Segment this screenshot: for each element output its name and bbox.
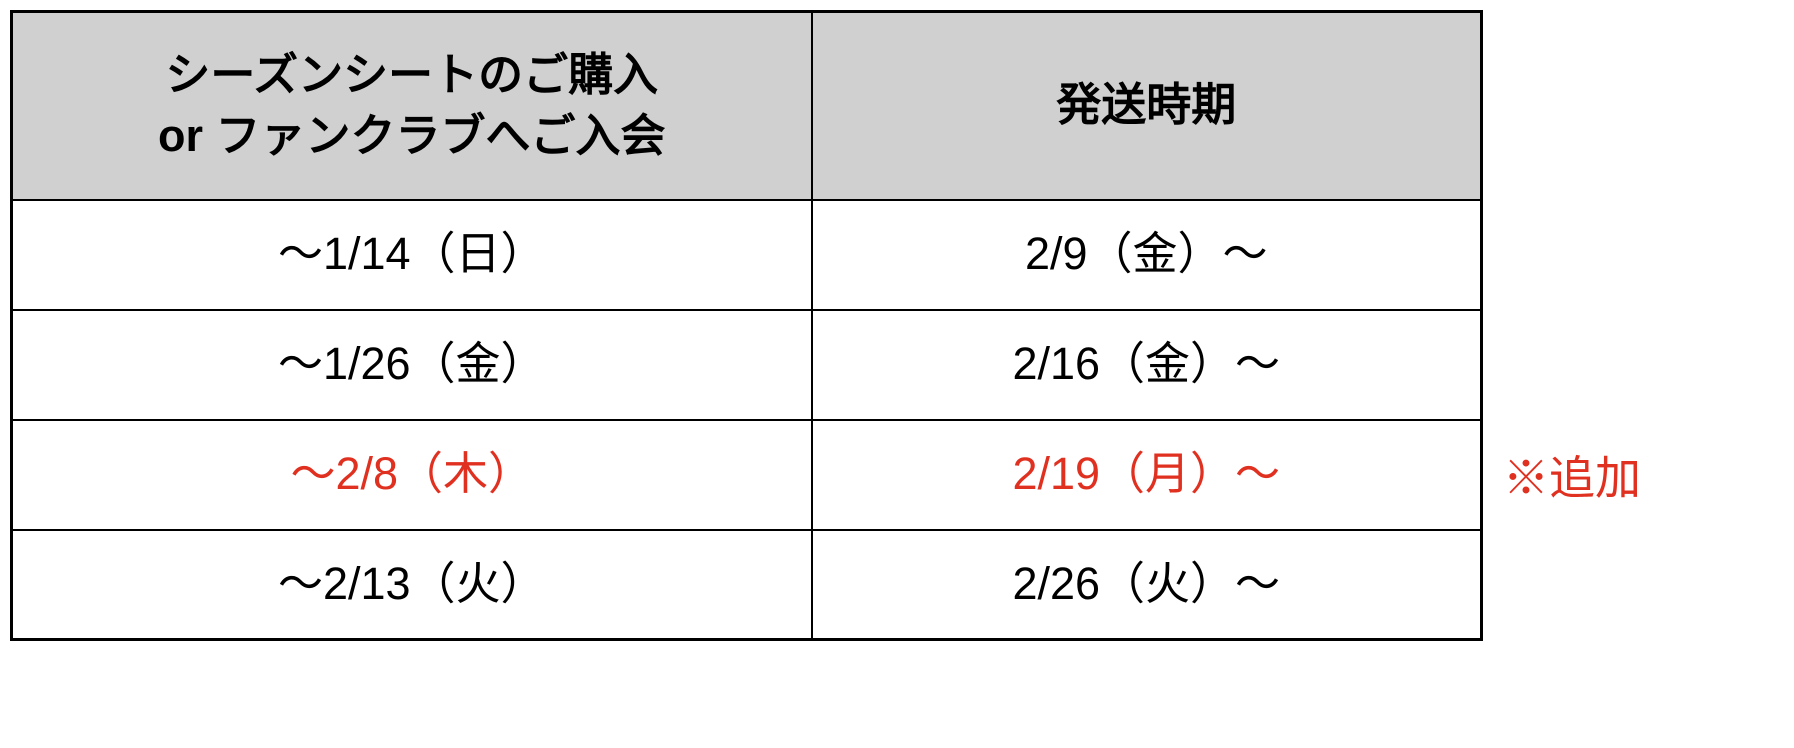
header-purchase-line1: シーズンシートのご購入 xyxy=(43,45,781,106)
cell-purchase: ～1/14（日） xyxy=(12,200,812,310)
cell-ship: 2/19（月）～ xyxy=(812,420,1482,530)
header-purchase: シーズンシートのご購入 or ファンクラブへご入会 xyxy=(12,12,812,200)
table-row: ～1/26（金）2/16（金）～ xyxy=(12,310,1482,420)
shipping-schedule-table: シーズンシートのご購入 or ファンクラブへご入会 発送時期 ～1/14（日）2… xyxy=(10,10,1483,641)
table-row: ～1/14（日）2/9（金）～ xyxy=(12,200,1482,310)
added-note: ※追加 xyxy=(1503,442,1641,508)
table-body: ～1/14（日）2/9（金）～～1/26（金）2/16（金）～～2/8（木）2/… xyxy=(12,200,1482,640)
header-ship: 発送時期 xyxy=(812,12,1482,200)
header-ship-label: 発送時期 xyxy=(1056,79,1236,130)
header-purchase-line2: or ファンクラブへご入会 xyxy=(43,106,781,167)
cell-purchase: ～2/8（木） xyxy=(12,420,812,530)
table-container: シーズンシートのご購入 or ファンクラブへご入会 発送時期 ～1/14（日）2… xyxy=(10,10,1784,641)
cell-ship: 2/26（火）～ xyxy=(812,530,1482,640)
table-row: ～2/13（火）2/26（火）～ xyxy=(12,530,1482,640)
table-header-row: シーズンシートのご購入 or ファンクラブへご入会 発送時期 xyxy=(12,12,1482,200)
note-column: ※追加 xyxy=(1503,12,1641,640)
cell-purchase: ～1/26（金） xyxy=(12,310,812,420)
table-row: ～2/8（木）2/19（月）～ xyxy=(12,420,1482,530)
cell-ship: 2/9（金）～ xyxy=(812,200,1482,310)
cell-ship: 2/16（金）～ xyxy=(812,310,1482,420)
cell-purchase: ～2/13（火） xyxy=(12,530,812,640)
